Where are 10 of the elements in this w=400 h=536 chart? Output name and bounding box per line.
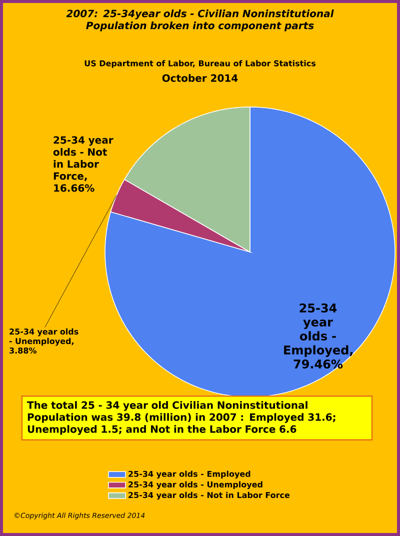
- chart-title: 2007: 25-34year olds - Civilian Noninstitutional Population broken into component parts: [66, 10, 334, 32]
- data-label: 25-34 year olds - Not in Labor Force, 16.66%: [53, 136, 114, 192]
- text: The total 25 - 34 year old Civilian Noninstitutional Population was 39.8 (million) in 2007 : Employed 31.6; Unemployed 1.5; and Not in the Labor Force 6.6: [27, 401, 336, 435]
- data-label: 25-34 year olds - Unemployed, 3.88%: [9, 328, 78, 354]
- legend-label: 25-34 year olds - Unemployed: [128, 481, 262, 490]
- legend-label: 25-34 year olds - Employed: [128, 470, 250, 479]
- legend-label: 25-34 year olds - Not in Labor Force: [128, 492, 290, 500]
- chart-subtitle: US Department of Labor, Bureau of Labor Statistics: [84, 60, 316, 68]
- text: October 2014: [162, 74, 238, 82]
- data-label: 25-34 year olds - Employed, 79.46%: [284, 303, 353, 369]
